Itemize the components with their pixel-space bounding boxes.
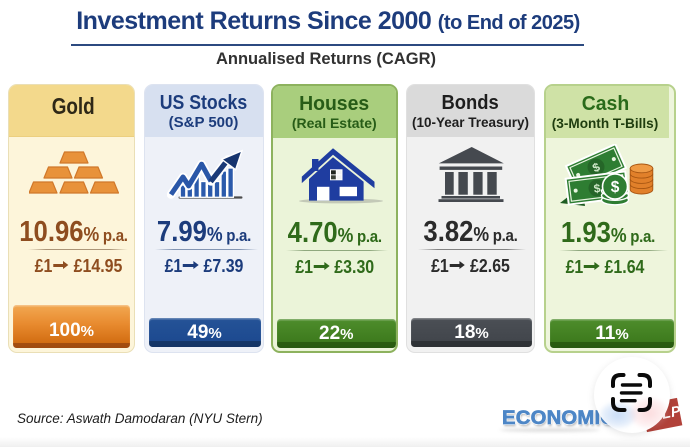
- svg-text:$: $: [611, 179, 620, 196]
- svg-text:$: $: [590, 160, 602, 176]
- svg-text:$: $: [593, 181, 602, 196]
